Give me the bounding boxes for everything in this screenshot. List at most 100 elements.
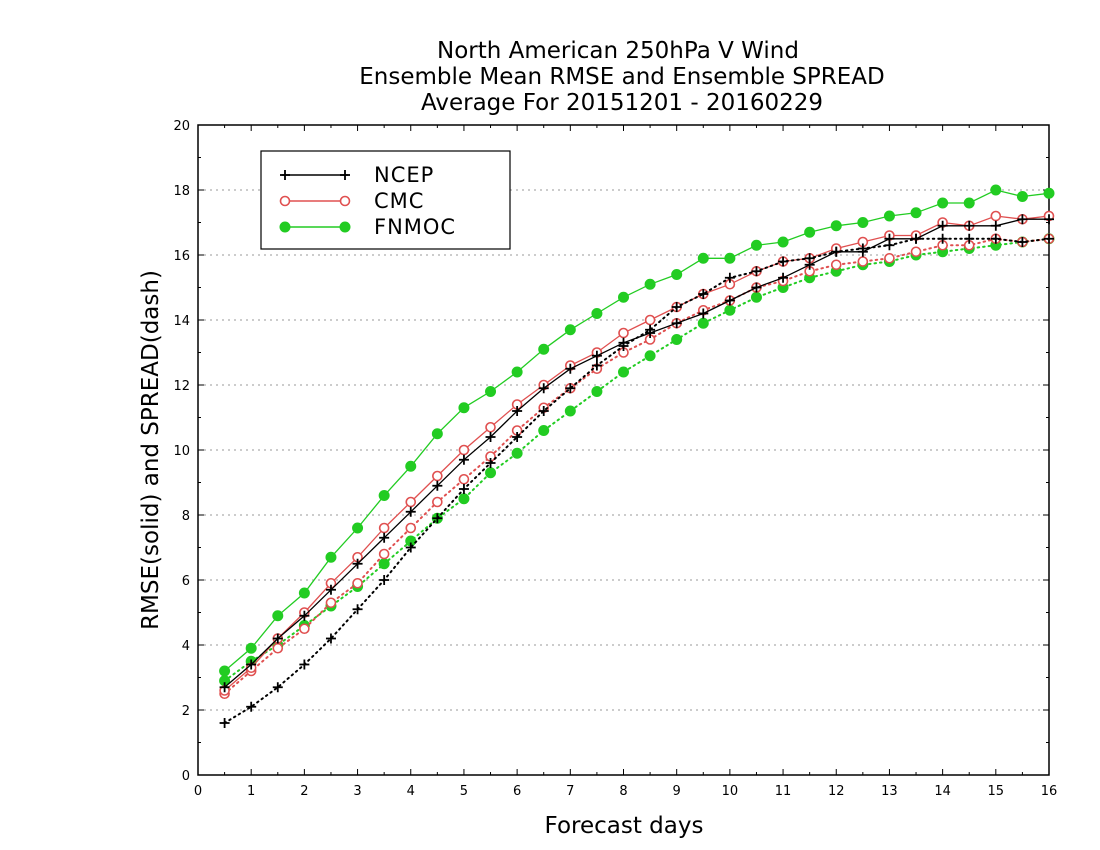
x-axis-label: Forecast days (545, 813, 704, 839)
fnmoc-spread-point (750, 291, 762, 303)
legend-marker (339, 195, 351, 207)
ncep-rmse-point (485, 432, 496, 442)
ncep-rmse-point (778, 272, 789, 283)
fnmoc-spread-point (458, 493, 470, 505)
ncep-spread-point (219, 718, 230, 728)
ncep-rmse-point (458, 454, 469, 465)
cmc-rmse-point (432, 470, 443, 482)
x-tick-label: 16 (1041, 784, 1058, 799)
cmc-rmse-point (378, 522, 390, 534)
cmc-rmse-point (618, 327, 629, 339)
fnmoc-rmse-point (298, 587, 310, 599)
fnmoc-rmse-point (458, 402, 470, 414)
fnmoc-rmse-point (857, 217, 869, 228)
fnmoc-rmse-point (644, 278, 656, 290)
fnmoc-rmse-point (378, 490, 390, 501)
ncep-spread-point (325, 633, 336, 644)
ncep-rmse-point (432, 480, 443, 491)
fnmoc-rmse-point (245, 642, 257, 654)
ncep-rmse-point (299, 610, 310, 621)
x-tick-label: 11 (775, 784, 792, 799)
ncep-rmse-point (671, 318, 682, 329)
x-tick-label: 8 (619, 784, 627, 799)
cmc-rmse-point (405, 496, 417, 508)
ncep-rmse-point (698, 308, 709, 319)
y-tick-label: 14 (173, 314, 190, 329)
ncep-rmse-point (352, 558, 363, 569)
ncep-rmse-line (224, 218, 1049, 688)
ncep-spread-line (223, 237, 1050, 724)
series-cmc (219, 210, 1055, 700)
ncep-rmse-point (618, 337, 629, 348)
ncep-rmse-point (1017, 214, 1028, 225)
fnmoc-spread-point (564, 405, 576, 417)
cmc-spread-point (352, 577, 363, 589)
fnmoc-spread-point (485, 467, 497, 479)
ncep-spread-point (778, 256, 789, 267)
fnmoc-rmse-point (564, 324, 576, 336)
cmc-rmse-point (644, 314, 656, 326)
cmc-rmse-point (990, 210, 1002, 222)
ncep-rmse-point (246, 659, 257, 670)
ncep-spread-point (379, 575, 390, 585)
cmc-spread-point (830, 259, 842, 271)
ncep-rmse-point (325, 584, 336, 595)
y-axis-ticks: 0 2 4 6 8 10 12 14 16 18 20 (173, 119, 1049, 784)
ncep-spread-point (246, 701, 257, 712)
fnmoc-spread-point (378, 558, 390, 570)
fnmoc-rmse-point (830, 220, 842, 232)
x-tick-label: 0 (194, 784, 202, 799)
cmc-spread-point (910, 246, 922, 258)
fnmoc-spread-point (511, 447, 523, 459)
cmc-rmse-point (458, 444, 470, 456)
fnmoc-spread-point (671, 334, 683, 345)
legend-marker (279, 221, 291, 233)
legend-box (260, 150, 511, 250)
ncep-spread-point (698, 289, 709, 299)
fnmoc-rmse-point (431, 428, 443, 440)
ncep-rmse-point (565, 363, 576, 374)
cmc-spread-point (857, 256, 869, 267)
ncep-rmse-point (405, 506, 416, 517)
x-tick-label: 9 (673, 784, 681, 799)
fnmoc-rmse-point (990, 184, 1002, 196)
ncep-spread-point (565, 383, 576, 394)
fnmoc-rmse-point (591, 308, 603, 319)
ncep-spread-point (724, 272, 735, 283)
legend-marker (339, 221, 351, 233)
ncep-spread-point (272, 682, 283, 693)
cmc-spread-point (272, 642, 284, 654)
cmc-spread-line (223, 237, 1050, 695)
fnmoc-rmse-point (219, 665, 231, 677)
y-tick-label: 8 (182, 509, 190, 524)
x-tick-label: 2 (300, 784, 308, 799)
y-tick-label: 6 (182, 574, 190, 589)
series-ncep (219, 214, 1054, 728)
ncep-rmse-point (937, 220, 948, 231)
fnmoc-spread-point (591, 386, 603, 397)
ncep-spread-point (485, 458, 496, 468)
x-tick-label: 6 (513, 784, 521, 799)
fnmoc-rmse-point (511, 366, 523, 378)
y-tick-label: 10 (173, 444, 190, 459)
ncep-spread-point (751, 266, 762, 277)
fnmoc-rmse-point (352, 522, 364, 534)
cmc-spread-point (378, 548, 390, 560)
ncep-rmse-point (884, 233, 895, 244)
legend-marker (280, 170, 290, 180)
ncep-rmse-point (645, 328, 656, 338)
ncep-spread-point (512, 432, 523, 442)
ncep-rmse-point (219, 682, 230, 693)
fnmoc-rmse-point (671, 269, 683, 280)
ncep-spread-point (990, 233, 1001, 244)
fnmoc-spread-point (538, 425, 550, 436)
ncep-rmse-point (751, 282, 762, 293)
cmc-rmse-point (485, 421, 496, 433)
ncep-rmse-point (379, 532, 390, 543)
y-tick-label: 12 (173, 379, 190, 394)
x-tick-label: 7 (566, 784, 574, 799)
x-tick-label: 15 (988, 784, 1005, 799)
legend-entry-ncep: NCEP (280, 163, 433, 187)
